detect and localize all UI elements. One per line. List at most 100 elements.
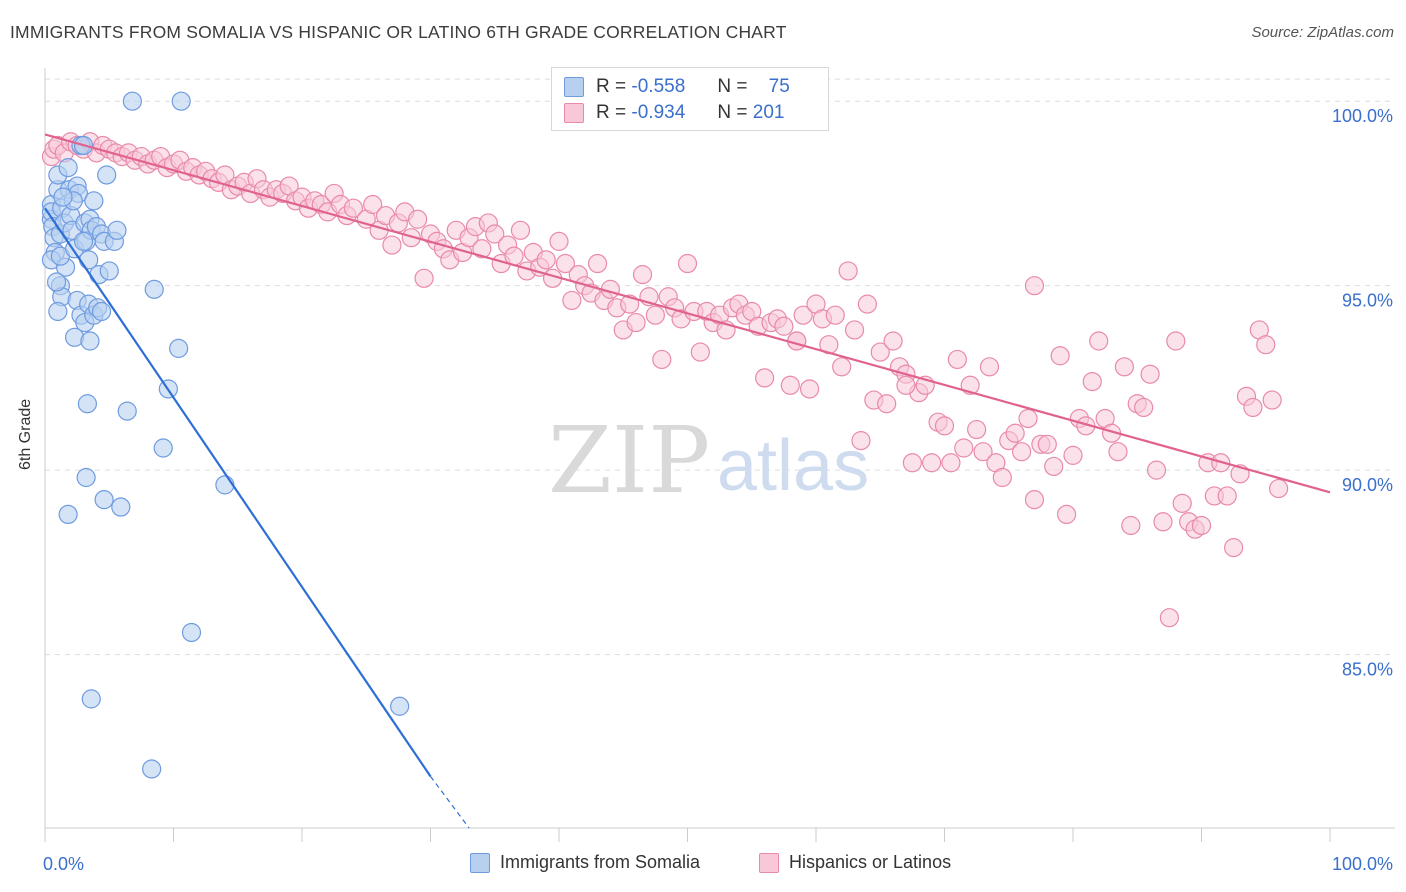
series-somalia-points [41,91,410,779]
point-hispanics [677,253,698,274]
point-hispanics [626,312,646,333]
point-hispanics [902,453,922,473]
watermark-zip: ZIP [548,407,710,514]
point-hispanics [1018,408,1038,429]
point-hispanics [472,239,492,259]
chart-title: IMMIGRANTS FROM SOMALIA VS HISPANIC OR L… [10,22,787,42]
point-hispanics [934,416,955,436]
legend-n-value-somalia: 75 [768,76,790,97]
point-somalia [46,272,67,292]
point-hispanics [632,265,653,285]
point-hispanics [883,331,903,351]
point-hispanics [414,268,434,288]
point-hispanics [549,231,569,251]
point-somalia [91,301,112,322]
point-hispanics [793,305,813,325]
source-credit: Source: ZipAtlas.com [1251,24,1394,41]
point-hispanics [485,224,505,244]
point-somalia [73,231,94,251]
point-hispanics [870,342,890,362]
point-somalia [97,165,117,185]
x-tick-label-max: 100.0% [1332,854,1393,874]
point-hispanics [1217,486,1237,506]
point-hispanics [973,442,993,462]
point-hispanics [947,349,967,370]
point-hispanics [1050,346,1070,366]
point-hispanics [1172,493,1192,513]
point-hispanics [645,305,665,325]
legend-r-value-hispanics: -0.934 [631,102,686,123]
legend-r-label: R = [596,102,627,123]
point-hispanics [408,209,428,229]
point-hispanics [587,253,608,274]
legend-swatch-somalia [564,77,584,97]
point-somalia [111,497,131,517]
point-hispanics [1121,515,1141,536]
point-hispanics [1256,335,1276,355]
point-hispanics [838,261,858,281]
point-hispanics [363,194,383,215]
point-hispanics [780,375,800,395]
point-somalia [53,187,73,207]
point-hispanics [1024,490,1045,510]
point-hispanics [1243,397,1263,418]
point-somalia [144,279,164,299]
point-hispanics [1011,442,1032,462]
y-tick-label: 95.0% [1342,291,1393,311]
point-hispanics [1268,478,1289,499]
point-somalia [58,158,78,178]
point-somalia [76,467,96,488]
point-hispanics [1082,371,1102,392]
point-hispanics [941,453,961,473]
point-hispanics [844,320,865,340]
point-hispanics [979,357,1000,377]
trend-line-hispanics [44,133,1331,494]
point-hispanics [754,368,775,388]
point-somalia [122,91,142,111]
point-hispanics [1134,397,1154,418]
point-hispanics [851,431,871,451]
bottom-legend-label-hispanics: Hispanics or Latinos [789,852,952,872]
point-hispanics [343,198,363,218]
point-hispanics [1153,512,1173,532]
bottom-swatch-hispanics [759,852,779,873]
legend-n-value-hispanics: 201 [752,102,785,123]
point-somalia [58,504,78,525]
point-somalia [81,689,101,709]
point-hispanics [652,349,672,370]
point-hispanics [1146,460,1167,480]
grid-lines [45,78,1395,656]
y-tick-label: 100.0% [1332,106,1393,126]
point-hispanics [1114,357,1135,377]
point-hispanics [1024,276,1045,296]
bottom-legend-label-somalia: Immigrants from Somalia [500,852,701,872]
legend-swatch-hispanics [564,103,584,123]
point-hispanics [896,375,916,395]
point-hispanics [857,294,878,314]
point-somalia [99,261,119,281]
bottom-legend-somalia: Immigrants from Somalia [470,852,700,873]
trend-line-somalia-extension [430,775,470,829]
point-hispanics [799,379,820,399]
point-hispanics [1037,434,1057,454]
legend-r-value-somalia: -0.558 [631,76,686,97]
legend-row-hispanics: R = -0.934 N = 201 [564,101,784,125]
watermark-atlas: atlas [717,426,869,506]
axes [44,68,1395,842]
legend-row-somalia: R = -0.558 N = 75 [564,75,790,99]
point-hispanics [510,220,531,240]
point-hispanics [401,228,421,248]
point-hispanics [877,394,897,414]
point-somalia [153,438,173,458]
point-somalia [94,490,114,510]
y-tick-label: 90.0% [1342,475,1393,495]
bottom-swatch-somalia [470,852,490,873]
y-tick-label: 85.0% [1342,660,1393,680]
legend-n-label: N = [717,102,748,123]
legend-n-label: N = [717,76,748,97]
point-somalia [77,394,98,414]
point-somalia [80,331,100,351]
point-hispanics [832,357,852,377]
point-hispanics [1159,608,1179,628]
point-hispanics [1191,515,1212,536]
